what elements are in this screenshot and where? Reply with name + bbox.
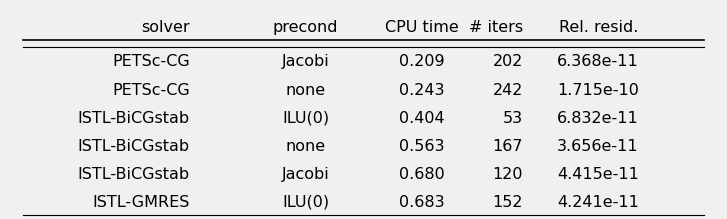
Text: 120: 120 xyxy=(492,167,523,182)
Text: 6.368e-11: 6.368e-11 xyxy=(557,55,639,69)
Text: 53: 53 xyxy=(502,111,523,126)
Text: Jacobi: Jacobi xyxy=(281,55,329,69)
Text: 202: 202 xyxy=(492,55,523,69)
Text: 3.656e-11: 3.656e-11 xyxy=(557,139,639,154)
Text: PETSc-CG: PETSc-CG xyxy=(112,55,190,69)
Text: ISTL-BiCGstab: ISTL-BiCGstab xyxy=(78,111,190,126)
Text: Rel. resid.: Rel. resid. xyxy=(559,20,639,35)
Text: 4.415e-11: 4.415e-11 xyxy=(557,167,639,182)
Text: ISTL-BiCGstab: ISTL-BiCGstab xyxy=(78,139,190,154)
Text: 0.404: 0.404 xyxy=(398,111,444,126)
Text: Jacobi: Jacobi xyxy=(281,167,329,182)
Text: none: none xyxy=(286,139,326,154)
Text: 152: 152 xyxy=(492,195,523,210)
Text: 167: 167 xyxy=(492,139,523,154)
Text: solver: solver xyxy=(141,20,190,35)
Text: 0.680: 0.680 xyxy=(398,167,444,182)
Text: ISTL-BiCGstab: ISTL-BiCGstab xyxy=(78,167,190,182)
Text: 242: 242 xyxy=(492,83,523,97)
Text: PETSc-CG: PETSc-CG xyxy=(112,83,190,97)
Text: # iters: # iters xyxy=(469,20,523,35)
Text: 4.241e-11: 4.241e-11 xyxy=(557,195,639,210)
Text: ILU(0): ILU(0) xyxy=(282,111,329,126)
Text: 0.683: 0.683 xyxy=(398,195,444,210)
Text: 0.243: 0.243 xyxy=(398,83,444,97)
Text: 0.209: 0.209 xyxy=(398,55,444,69)
Text: precond: precond xyxy=(273,20,338,35)
Text: CPU time: CPU time xyxy=(385,20,458,35)
Text: 6.832e-11: 6.832e-11 xyxy=(557,111,639,126)
Text: 0.563: 0.563 xyxy=(398,139,444,154)
Text: 1.715e-10: 1.715e-10 xyxy=(557,83,639,97)
Text: none: none xyxy=(286,83,326,97)
Text: ILU(0): ILU(0) xyxy=(282,195,329,210)
Text: ISTL-GMRES: ISTL-GMRES xyxy=(92,195,190,210)
